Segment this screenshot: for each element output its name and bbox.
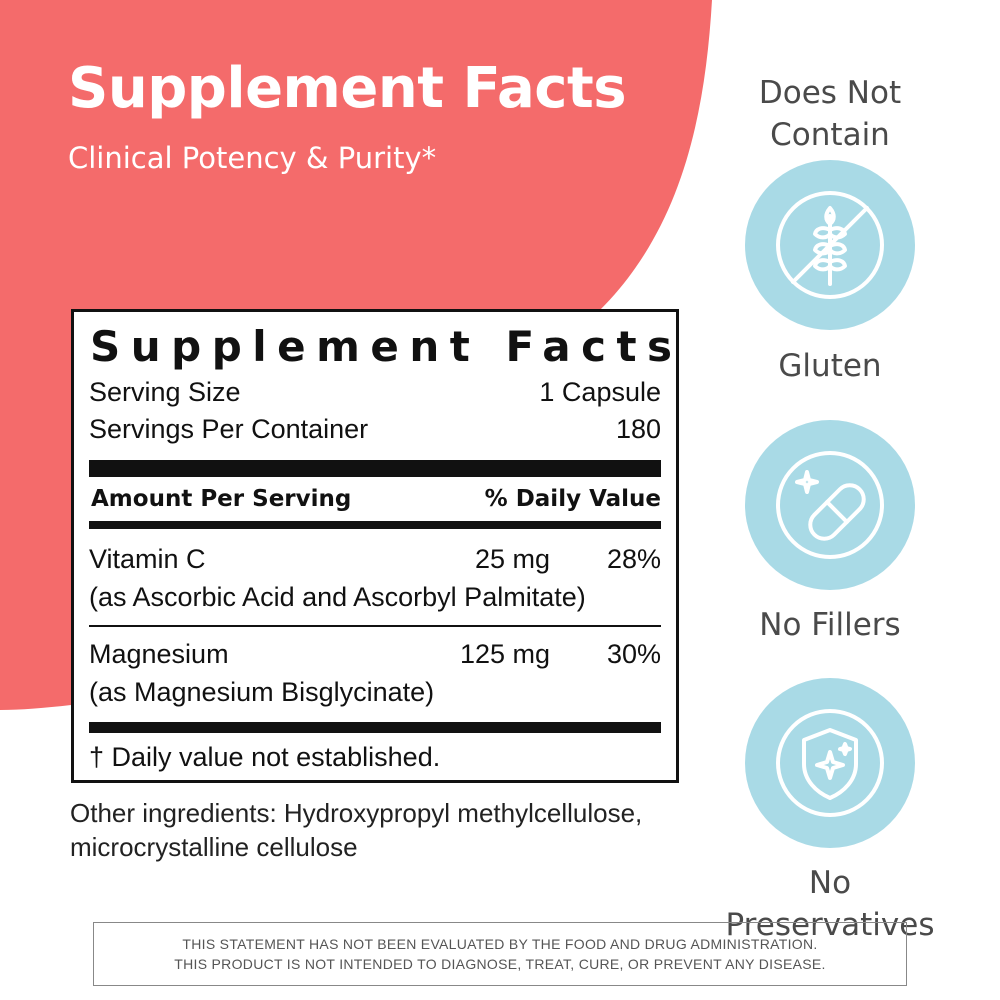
disclaimer-line: THIS PRODUCT IS NOT INTENDED TO DIAGNOSE… [174, 956, 826, 972]
daily-value-header: % Daily Value [484, 486, 661, 512]
shield-sparkle-icon [776, 709, 884, 817]
other-ingredients: Other ingredients: Hydroxypropyl methylc… [70, 796, 670, 864]
free-from-heading-line: Does Not [758, 75, 902, 111]
nutrient-name: Magnesium [89, 639, 229, 669]
supplement-facts-panel: Supplement Facts Serving Size 1 Capsule … [71, 309, 679, 783]
free-from-label: Gluten [778, 348, 882, 384]
nutrient-source: (as Ascorbic Acid and Ascorbyl Palmitate… [89, 582, 586, 612]
nutrient-amount: 25 mg [474, 544, 550, 574]
facts-panel-title: Supplement Facts [90, 322, 683, 371]
servings-per-container-label: Servings Per Container [89, 414, 369, 444]
no-fillers-badge [745, 420, 915, 590]
facts-footnote: † Daily value not established. [89, 742, 441, 772]
no-preservatives-badge [745, 678, 915, 848]
disclaimer-line: THIS STATEMENT HAS NOT BEEN EVALUATED BY… [182, 936, 818, 952]
nutrient-amount: 125 mg [459, 639, 550, 669]
page-subtitle: Clinical Potency & Purity* [68, 141, 437, 175]
free-from-heading: Does Not Contain [700, 72, 960, 156]
free-from-heading-line: Contain [770, 117, 890, 153]
page-title: Supplement Facts [68, 56, 627, 121]
free-from-label: No Preservatives [725, 865, 935, 943]
no-gluten-icon [776, 191, 884, 299]
nutrient-daily-value: 28% [606, 544, 661, 574]
amount-per-serving-header: Amount Per Serving [91, 486, 352, 512]
other-ingredients-line: Other ingredients: Hydroxypropyl methylc… [70, 798, 643, 828]
free-from-label: No Fillers [759, 607, 901, 643]
nutrient-daily-value: 30% [606, 639, 661, 669]
nutrient-name: Vitamin C [89, 544, 206, 574]
serving-size-label: Serving Size [89, 377, 241, 407]
thin-divider [89, 625, 661, 627]
serving-size-value: 1 Capsule [539, 377, 661, 407]
capsule-icon [776, 451, 884, 559]
no-gluten-badge [745, 160, 915, 330]
thick-divider [89, 722, 661, 733]
thick-divider [89, 460, 661, 477]
nutrient-source: (as Magnesium Bisglycinate) [89, 677, 435, 707]
fda-disclaimer: THIS STATEMENT HAS NOT BEEN EVALUATED BY… [93, 922, 907, 986]
other-ingredients-line: microcrystalline cellulose [70, 832, 358, 862]
medium-divider [89, 521, 661, 529]
servings-per-container-value: 180 [615, 414, 661, 444]
